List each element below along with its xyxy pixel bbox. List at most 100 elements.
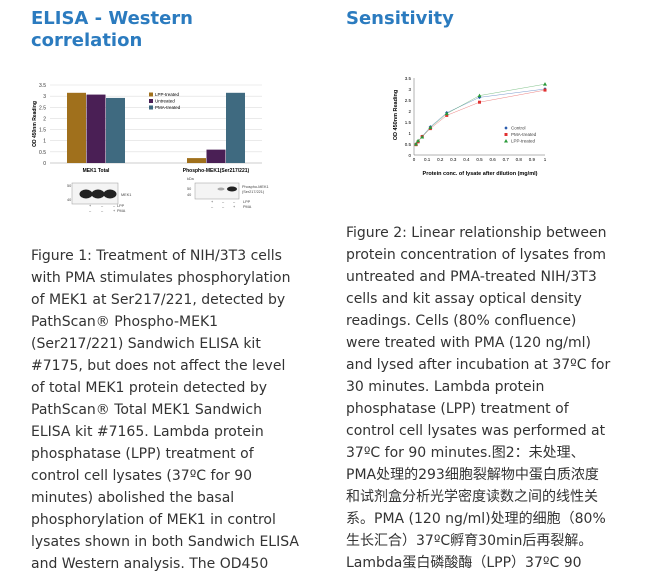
caption-line: phosphatase (LPP) treatment of	[346, 401, 569, 417]
x-tick-label: 0.3	[450, 157, 457, 162]
bar	[187, 158, 206, 163]
y-tick-label: 3	[408, 87, 411, 92]
y-tick-label: 3.5	[39, 83, 46, 89]
caption-line: 生长汇合）37ºC孵育30min后再裂解。	[346, 533, 593, 549]
y-tick-label: 1.5	[39, 128, 46, 134]
sign: +	[89, 204, 92, 208]
category-label: Phospho-MEK1(Ser217/221)	[183, 168, 250, 174]
data-point	[445, 113, 449, 117]
caption-line: phosphatase (LPP) treatment of	[31, 446, 254, 462]
legend-label: LPP-treated	[511, 139, 536, 144]
caption-line: Figure 1: Treatment of NIH/3T3 cells	[31, 248, 282, 264]
caption-line: with PMA stimulates phosphorylation	[31, 270, 291, 286]
x-tick-label: 0.4	[463, 157, 470, 162]
caption-line: Lambda蛋白磷酸酶（LPP）37ºC 90	[346, 555, 582, 571]
caption-line: (Ser217/221) Sandwich ELISA kit	[31, 336, 261, 352]
caption-line: control cell lysates (37ºC for 90	[31, 468, 253, 484]
legend-label: PMA-treated	[511, 132, 537, 137]
x-tick-label: 0.9	[529, 157, 536, 162]
marker-label: 40	[187, 193, 191, 197]
sign: –	[222, 200, 225, 204]
caption-line: 30 minutes. Lambda protein	[346, 379, 545, 395]
caption-line: #7175, but does not affect the level	[31, 358, 286, 374]
caption-line: 37ºC for 90 minutes.图2：未处理、	[346, 445, 585, 461]
caption-line: Figure 2: Linear relationship between	[346, 225, 607, 241]
legend-label: PMA-treated	[155, 105, 181, 110]
y-tick-label: 0	[43, 161, 46, 167]
caption-line: 系。PMA (120 ng/ml)处理的细胞（80%	[346, 511, 606, 527]
y-tick-label: 2.5	[39, 105, 46, 111]
x-tick-label: 1	[544, 157, 547, 162]
blot-band	[103, 189, 117, 199]
y-tick-label: 0.5	[39, 150, 46, 156]
x-tick-label: 0.6	[489, 157, 496, 162]
left-title: ELISA - Western correlation	[31, 8, 193, 52]
blot-band	[217, 187, 225, 191]
y-tick-label: 1.5	[405, 120, 412, 125]
elisa-bar-chart: 0 0.5 1 1.5 2 2.5 3 3.5 OD 450nm Reading MEK1 Tot…	[32, 83, 269, 213]
figure2-caption: Figure 2: Linear relationship between pro…	[346, 222, 610, 574]
y-tick-label: 1	[408, 131, 411, 136]
blot-label: (Ser217/221)	[242, 190, 265, 194]
y-tick-label: 0.5	[405, 142, 412, 147]
caption-line: untreated and PMA-treated NIH/3T3	[346, 269, 597, 285]
legend-swatch	[149, 105, 153, 110]
y-tick-label: 2.5	[405, 98, 412, 103]
blot-band	[79, 189, 93, 199]
caption-line: and Western analysis. The OD450	[31, 556, 269, 572]
x-tick-label: 0.8	[516, 157, 523, 162]
sign: +	[113, 209, 116, 213]
caption-line: were treated with PMA (120 ng/ml)	[346, 335, 591, 351]
x-tick-label: 0.2	[437, 157, 444, 162]
legend-label: LPP-treated	[155, 92, 180, 97]
title-line: Sensitivity	[346, 8, 454, 29]
lpp-label: LPP	[117, 204, 125, 208]
data-point	[428, 125, 433, 129]
y-tick-label: 2	[43, 116, 46, 122]
bar	[86, 94, 106, 163]
sign: –	[101, 204, 104, 208]
legend-swatch	[149, 99, 153, 103]
x-tick-label: 0.7	[503, 157, 510, 162]
legend-marker	[504, 139, 508, 143]
sign: –	[211, 205, 214, 209]
bar	[67, 92, 86, 163]
caption-line: control cell lysates was performed at	[346, 423, 606, 439]
legend-marker	[504, 133, 508, 136]
caption-line: minutes) abolished the basal	[31, 490, 235, 506]
sign: +	[211, 200, 214, 204]
sign: –	[89, 209, 92, 213]
data-point	[543, 88, 547, 92]
figure1-caption: Figure 1: Treatment of NIH/3T3 cells with…	[31, 245, 299, 575]
data-point	[444, 111, 449, 116]
sign: –	[222, 205, 225, 209]
caption-line: readings. Cells (80% confluence)	[346, 313, 577, 329]
y-tick-label: 3.5	[405, 76, 412, 81]
right-title: Sensitivity	[346, 8, 454, 30]
caption-line: of MEK1 at Ser217/221, detected by	[31, 292, 286, 308]
kda-label: kDa	[187, 177, 195, 181]
x-tick-label: 0	[413, 157, 416, 162]
pma-label: PMA	[243, 205, 252, 209]
caption-line: lysates shown in both Sandwich ELISA	[31, 534, 299, 550]
legend-label: Control	[511, 126, 526, 131]
data-point	[414, 142, 419, 146]
sign: –	[101, 209, 104, 213]
caption-line: and lysed after incubation at 37ºC for	[346, 357, 611, 373]
bar	[226, 92, 245, 163]
blot-label: MEK1	[121, 193, 131, 197]
y-axis-label: OD 450nm Reading	[393, 90, 399, 140]
sign: –	[113, 204, 116, 208]
caption-line: cells and kit assay optical density	[346, 291, 582, 307]
marker-label: 40	[67, 198, 71, 202]
legend-label: Untreated	[155, 99, 175, 104]
sign: +	[233, 205, 236, 209]
data-point	[477, 93, 482, 98]
data-point	[420, 134, 425, 139]
legend-swatch	[149, 92, 153, 97]
legend-marker	[504, 126, 508, 130]
title-line: ELISA - Western	[31, 8, 193, 29]
blot-band	[227, 186, 237, 192]
x-tick-label: 0.1	[424, 157, 431, 162]
marker-label: 50	[67, 184, 71, 188]
